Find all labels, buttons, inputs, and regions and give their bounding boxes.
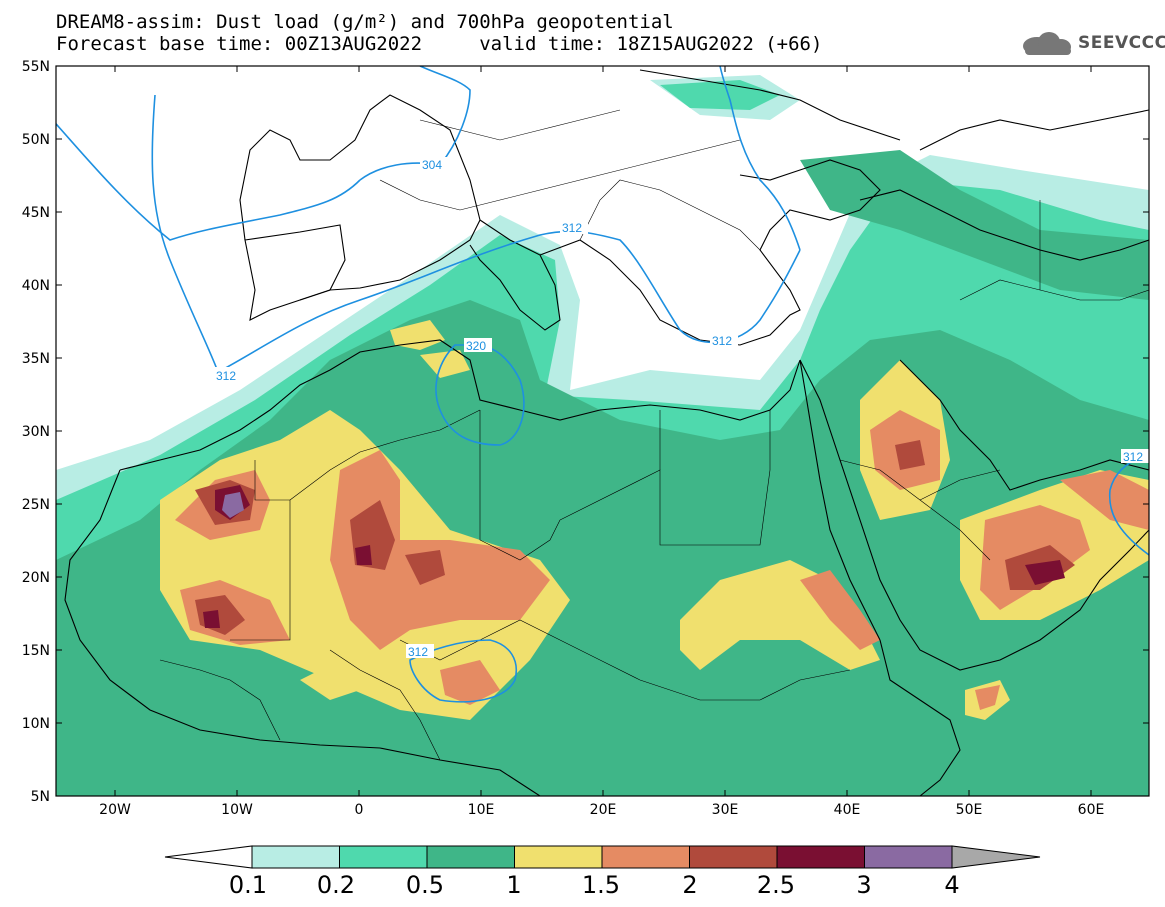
dust-level-1_5 (1060, 470, 1149, 530)
lat-label: 15N (22, 643, 50, 659)
contour-label: 312 (712, 334, 732, 348)
lat-label: 50N (22, 132, 50, 148)
contour-label: 312 (216, 369, 236, 383)
lat-label: 5N (31, 789, 50, 805)
lon-label: 30E (712, 802, 739, 818)
contour-label: 312 (562, 221, 582, 235)
dust-level-0_5 (800, 150, 1149, 300)
lat-label: 45N (22, 205, 50, 221)
lon-label: 0 (355, 802, 364, 818)
country-borders (159, 109, 1149, 761)
dust-level-2_5 (1025, 560, 1065, 585)
map-title: DREAM8-assim: Dust load (g/m²) and 700hP… (56, 11, 674, 33)
dust-level-3 (222, 492, 244, 518)
latitude-axis: 55N 50N 45N 40N 35N 30N 25N 20N 15N 10N … (22, 59, 1149, 805)
dust-level-2 (895, 440, 925, 470)
contour-label: 320 (466, 339, 486, 353)
lon-label: 40E (834, 802, 861, 818)
dust-level-2_5 (355, 545, 372, 565)
dust-level-1_5 (440, 660, 500, 705)
lat-label: 20N (22, 570, 50, 586)
dust-level-1 (300, 660, 360, 700)
contour-label: 312 (408, 645, 428, 659)
contour-label: 304 (422, 158, 442, 172)
lon-label: 20W (99, 802, 131, 818)
lon-label: 20E (590, 802, 617, 818)
dust-level-2_5 (203, 610, 220, 628)
lat-label: 40N (22, 278, 50, 294)
contour-labels: 304 312 312 312 320 312 312 (214, 157, 1149, 659)
dust-level-1 (420, 350, 470, 378)
lon-label: 50E (956, 802, 983, 818)
geopotential-contours (56, 66, 1149, 703)
lon-label: 60E (1078, 802, 1105, 818)
longitude-axis: 20W 10W 0 10E 20E 30E 40E 50E 60E (99, 66, 1104, 818)
dust-level-1_5 (800, 570, 880, 650)
lat-label: 25N (22, 497, 50, 513)
lat-label: 55N (22, 59, 50, 75)
dust-level-0_2 (660, 80, 780, 110)
cloud-icon (1023, 32, 1071, 55)
map-subtitle-times: Forecast base time: 00Z13AUG2022 valid t… (56, 33, 823, 55)
contour-label: 312 (1123, 450, 1143, 464)
lat-label: 30N (22, 424, 50, 440)
lat-label: 35N (22, 351, 50, 367)
coastlines (64, 69, 1149, 796)
lon-label: 10W (221, 802, 253, 818)
dust-level-1 (390, 320, 445, 350)
seevccc-logo (1023, 32, 1071, 55)
lat-label: 10N (22, 716, 50, 732)
logo-text: SEEVCCC (1078, 33, 1165, 53)
lon-label: 10E (468, 802, 495, 818)
dust-level-2 (405, 550, 445, 585)
dust-field: 304 312 312 312 320 312 312 (56, 66, 1149, 796)
dust-level-1_5 (975, 685, 1000, 710)
